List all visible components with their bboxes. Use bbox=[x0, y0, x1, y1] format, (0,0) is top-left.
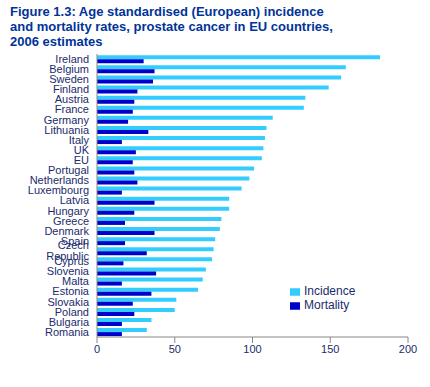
svg-text:Romania: Romania bbox=[45, 326, 90, 338]
svg-text:50: 50 bbox=[169, 343, 181, 355]
svg-text:100: 100 bbox=[243, 343, 261, 355]
svg-text:150: 150 bbox=[321, 343, 339, 355]
svg-text:200: 200 bbox=[399, 343, 417, 355]
svg-text:0: 0 bbox=[94, 343, 100, 355]
